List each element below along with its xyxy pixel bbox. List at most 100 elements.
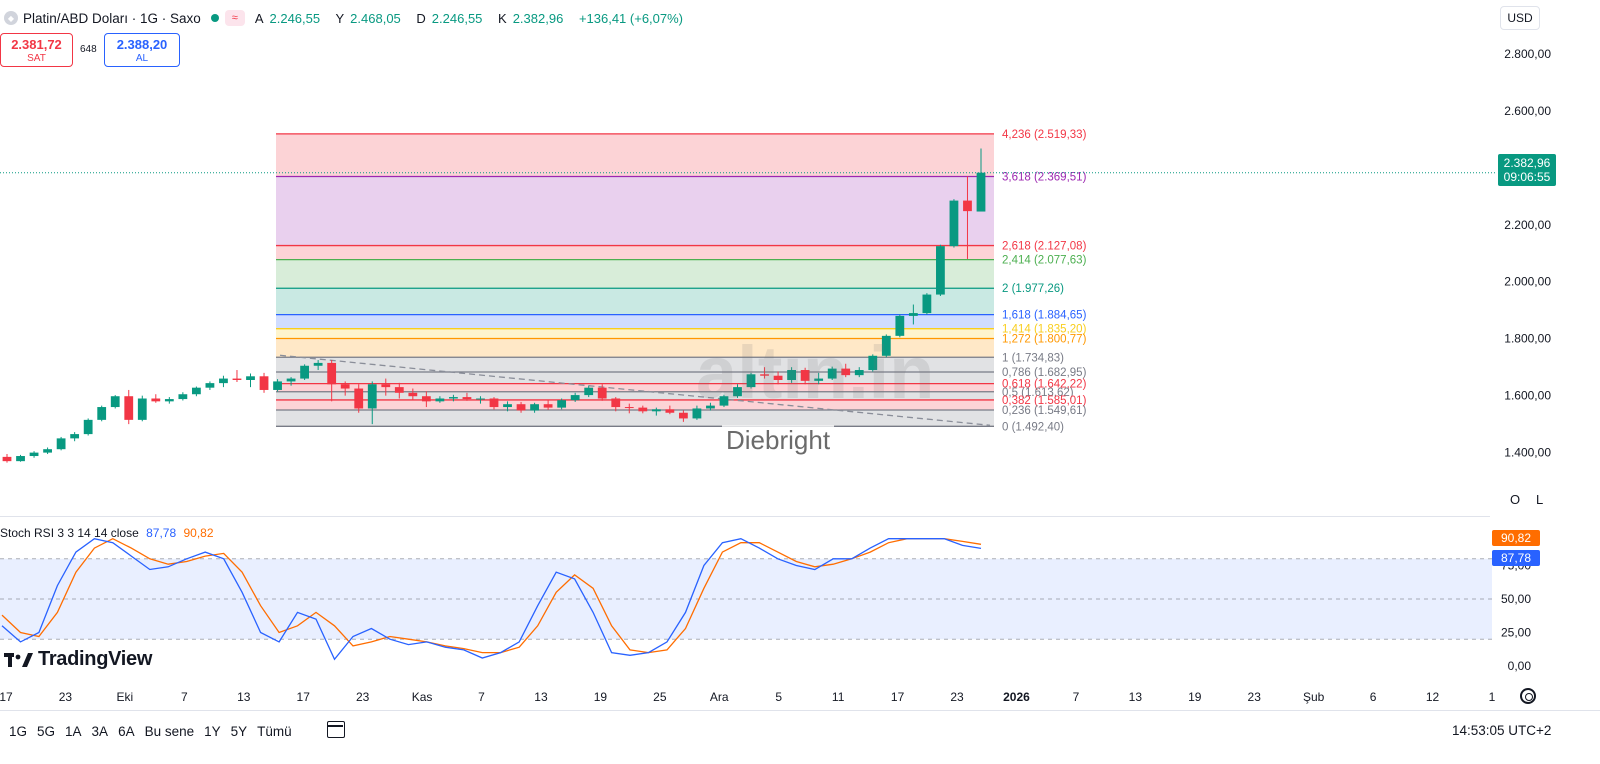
candle-body: [557, 400, 567, 408]
range-3A[interactable]: 3A: [91, 723, 109, 739]
pane-separator[interactable]: [0, 516, 1490, 517]
rsi-tick-label: 0,00: [1508, 659, 1532, 673]
range-1A[interactable]: 1A: [65, 723, 82, 739]
range-5Y[interactable]: 5Y: [230, 723, 248, 739]
candle-body: [151, 398, 161, 402]
rsi-d-line: [1, 537, 982, 654]
candle-body: [773, 375, 783, 380]
rsi-legend: Stoch RSI 3 3 14 14 close 87,78 90,82: [0, 526, 214, 540]
candle-body: [300, 365, 310, 379]
range-1Y[interactable]: 1Y: [204, 723, 221, 739]
candle-body: [476, 398, 485, 400]
candle-body: [949, 200, 959, 247]
range-all[interactable]: Tümü: [257, 723, 292, 739]
candle-body: [827, 368, 837, 379]
candle-body: [408, 392, 418, 397]
candle-body: [543, 404, 553, 408]
clock-timezone[interactable]: 14:53:05 UTC+2: [1452, 723, 1552, 738]
candle-body: [178, 394, 188, 400]
time-axis-label: 7: [478, 690, 485, 704]
fib-label: 0,236 (1.549,61): [1002, 405, 1087, 417]
range-1G[interactable]: 1G: [9, 723, 28, 739]
time-axis-label: 19: [1188, 690, 1202, 704]
rsi-d-tag: 90,82: [1492, 530, 1540, 547]
calendar-goto-icon[interactable]: [327, 721, 345, 738]
rsi-title[interactable]: Stoch RSI 3 3 14 14 close: [0, 526, 139, 540]
o-button[interactable]: O: [1510, 492, 1521, 507]
fib-band: [276, 391, 994, 400]
candle-body: [435, 398, 445, 402]
symbol-title[interactable]: Platin/ABD Doları · 1G · Saxo: [23, 10, 201, 26]
time-axis-label: 5: [775, 690, 782, 704]
ohlc-open: 2.246,55: [269, 10, 321, 26]
candle-body: [800, 370, 810, 381]
price-tick-label: 1.800,00: [1504, 332, 1551, 346]
candle-body: [367, 384, 377, 409]
candle-body: [692, 408, 702, 419]
time-axis-label: Ara: [710, 690, 729, 704]
fib-band: [276, 338, 994, 358]
tradingview-logo[interactable]: TradingView: [4, 648, 152, 671]
candle-body: [963, 200, 972, 212]
time-axis-label: 13: [237, 690, 251, 704]
candle-body: [232, 378, 242, 380]
candle-body: [489, 398, 499, 408]
candle-body: [56, 438, 66, 450]
time-axis-label: 23: [1248, 690, 1262, 704]
fib-band: [276, 399, 994, 411]
wave-icon[interactable]: ≈: [224, 10, 245, 26]
time-axis-label: 23: [59, 690, 73, 704]
candle-body: [137, 398, 147, 420]
sell-price: 2.381,72: [11, 37, 62, 52]
time-axis-label: Kas: [412, 690, 433, 704]
price-change: +136,41 (+6,07%): [578, 10, 684, 26]
platinum-symbol-icon: ◆: [4, 11, 18, 25]
fib-band: [276, 383, 994, 392]
fib-label: 2,414 (2.077,63): [1002, 255, 1087, 267]
spread-value: 648: [80, 44, 97, 55]
bar-countdown: 09:06:55: [1503, 170, 1551, 184]
ohlc-low: 2.246,55: [431, 10, 483, 26]
fib-band: [276, 288, 994, 315]
candle-body: [503, 404, 512, 408]
last-price-label: 2.382,96 09:06:55: [1498, 154, 1556, 186]
fib-label: 0 (1.492,40): [1002, 421, 1064, 433]
candle-body: [530, 404, 539, 411]
fib-label: 0,382 (1.585,01): [1002, 395, 1087, 407]
fib-band: [276, 133, 994, 177]
time-axis-label: 23: [356, 690, 370, 704]
buy-button[interactable]: 2.388,20 AL: [104, 33, 180, 67]
rsi-tick-label: 25,00: [1501, 626, 1531, 640]
ohlc-high: 2.468,05: [350, 10, 401, 26]
rsi-k-line: [1, 538, 982, 661]
candle-body: [205, 383, 215, 388]
candle-body: [83, 419, 93, 435]
symbol-legend: ◆ Platin/ABD Doları · 1G · Saxo ≈ A 2.246…: [0, 8, 689, 28]
sell-button[interactable]: 2.381,72 SAT: [0, 33, 73, 67]
fib-label: 1 (1.734,83): [1002, 352, 1064, 364]
currency-button[interactable]: USD: [1500, 6, 1540, 30]
buy-price: 2.388,20: [116, 37, 168, 52]
range-ytd[interactable]: Bu sene: [144, 723, 195, 739]
last-price: 2.382,96: [1503, 156, 1551, 170]
time-axis-label: 25: [653, 690, 667, 704]
time-axis-label: 17: [0, 690, 13, 704]
time-axis-label: 2026: [1003, 690, 1030, 704]
time-axis-label: 6: [1370, 690, 1377, 704]
tradingview-logo-icon: [4, 652, 33, 667]
fib-label: 1,272 (1.800,77): [1002, 333, 1087, 345]
candle-body: [43, 449, 52, 453]
settings-gear-icon[interactable]: [1520, 688, 1536, 704]
l-button[interactable]: L: [1536, 492, 1544, 507]
price-tick-label: 1.600,00: [1504, 389, 1551, 403]
candle-body: [881, 335, 891, 356]
candle-body: [584, 387, 594, 396]
range-5G[interactable]: 5G: [37, 723, 56, 739]
candle-body: [611, 398, 621, 408]
candle-body: [462, 397, 472, 400]
range-6A[interactable]: 6A: [118, 723, 135, 739]
candle-body: [164, 399, 174, 402]
buy-label: AL: [135, 53, 149, 64]
